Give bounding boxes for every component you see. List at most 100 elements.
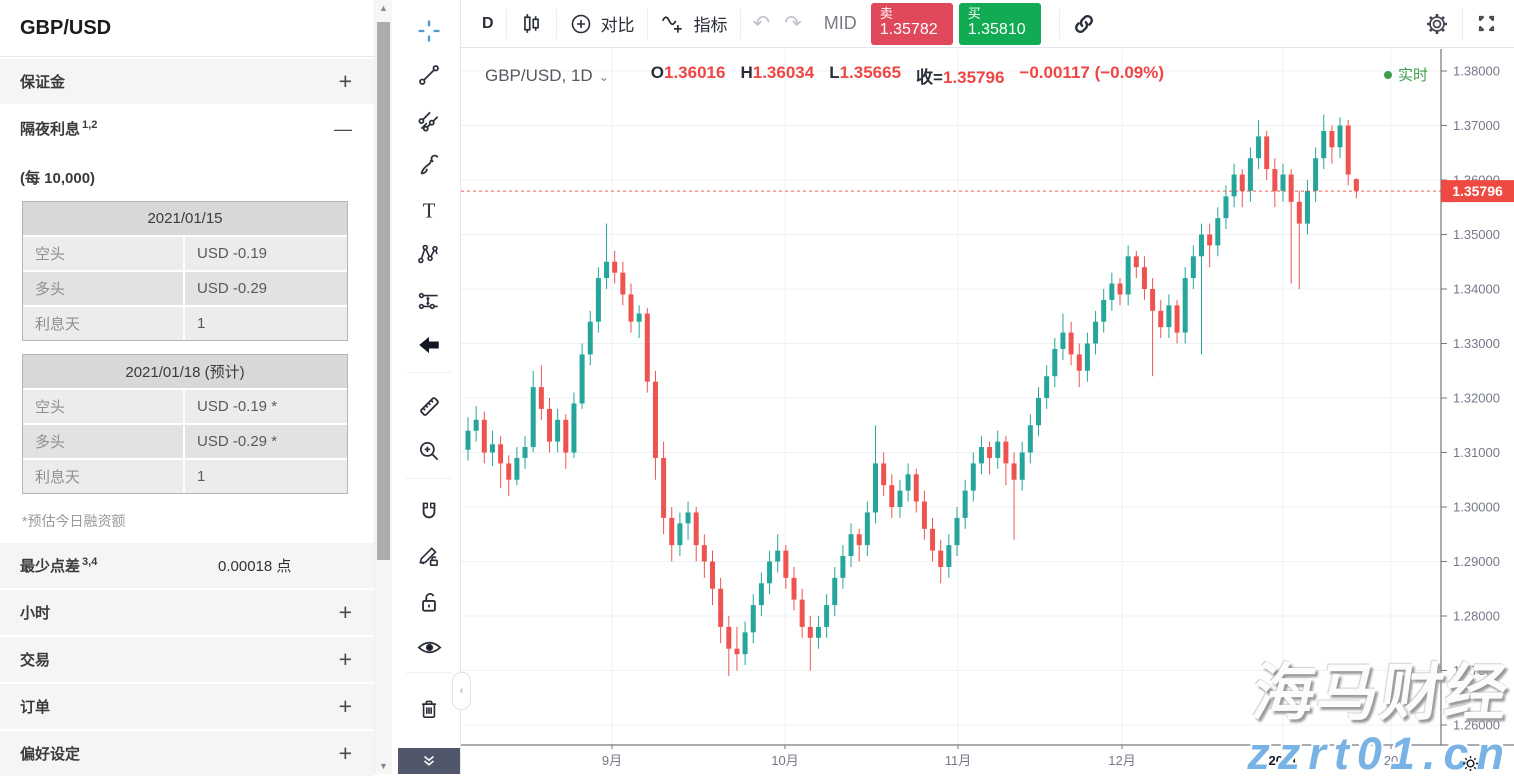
mid-price-mode[interactable]: MID	[823, 13, 857, 33]
legend-close: 收=1.35796	[916, 68, 1005, 87]
redo-button[interactable]: ↷	[784, 12, 802, 35]
table-row: 多头 USD -0.29	[23, 272, 347, 307]
svg-text:1.35000: 1.35000	[1453, 227, 1500, 242]
table-row: 利息天 1	[23, 307, 347, 340]
magnet-tool-icon[interactable]	[410, 493, 448, 531]
svg-text:1.29000: 1.29000	[1453, 554, 1500, 569]
crosshair-tool-icon[interactable]	[410, 12, 448, 50]
drawing-toolbar: T	[398, 0, 461, 774]
lock-all-tool-icon[interactable]	[410, 583, 448, 621]
indicators-button[interactable]: 指标	[660, 11, 728, 37]
svg-text:12月: 12月	[1108, 753, 1135, 768]
expand-icon[interactable]: +	[338, 740, 352, 766]
svg-text:1.26000: 1.26000	[1453, 718, 1500, 733]
svg-text:1.32000: 1.32000	[1453, 391, 1500, 406]
table-row: 空头 USD -0.19 *	[23, 390, 347, 425]
footnote-ref: 3,4	[82, 556, 98, 568]
section-preferences[interactable]: 偏好设定 +	[0, 731, 374, 776]
expand-icon[interactable]: +	[338, 693, 352, 719]
toolbar-separator	[406, 372, 452, 373]
xabcd-pattern-tool-icon[interactable]	[410, 235, 448, 273]
candlestick-chart[interactable]: 1.380001.370001.360001.350001.340001.330…	[461, 49, 1514, 774]
section-margin-label: 保证金	[20, 74, 66, 91]
svg-text:2021: 2021	[1269, 753, 1298, 768]
section-overnight-label: 隔夜利息 1,2	[20, 119, 98, 138]
instrument-title: GBP/USD	[0, 0, 374, 57]
toolbar-divider	[505, 8, 507, 39]
svg-text:1.33000: 1.33000	[1453, 336, 1500, 351]
svg-text:1.35796: 1.35796	[1452, 183, 1503, 199]
buy-button[interactable]: 买 1.35810	[958, 2, 1041, 45]
sidebar-scrollbar[interactable]: ▲ ▼	[374, 0, 392, 774]
scroll-up-icon[interactable]: ▲	[379, 3, 388, 13]
overnight-table-current: 2021/01/15 空头 USD -0.19 多头 USD -0.29 利息天 1	[22, 201, 348, 341]
legend-symbol[interactable]: GBP/USD, 1D	[485, 65, 593, 85]
svg-text:T: T	[423, 201, 436, 223]
section-overnight-interest[interactable]: 隔夜利息 1,2 —	[0, 106, 374, 151]
compare-button[interactable]: 对比	[569, 11, 635, 36]
table-date-header: 2021/01/15	[23, 202, 347, 237]
ruler-tool-icon[interactable]	[410, 387, 448, 425]
sell-button[interactable]: 卖 1.35782	[870, 2, 953, 45]
chevron-down-icon[interactable]: ⌄	[598, 69, 609, 84]
svg-text:1.31000: 1.31000	[1453, 445, 1500, 460]
brush-tool-icon[interactable]	[410, 146, 448, 184]
link-icon[interactable]	[1072, 12, 1096, 36]
expand-icon[interactable]: +	[338, 599, 352, 625]
toolbar-divider	[1058, 8, 1060, 39]
section-trading[interactable]: 交易 +	[0, 637, 374, 682]
svg-text:11月: 11月	[945, 753, 972, 768]
projection-tool-icon[interactable]	[410, 282, 448, 320]
theme-sun-icon[interactable]	[1461, 754, 1480, 773]
instrument-info-sidebar: GBP/USD 保证金 + 隔夜利息 1,2 — (每 10,000) 2021/…	[0, 0, 374, 776]
chart-area[interactable]: 1.38000 1.37000 1.36000 1.35000 1.34000 1.330…	[461, 49, 1514, 779]
text-tool-icon[interactable]: T	[410, 192, 448, 230]
toolbar-divider	[1462, 8, 1463, 39]
table-row: 空头 USD -0.19	[23, 237, 347, 272]
toolbar-separator	[406, 478, 452, 479]
expand-icon[interactable]: +	[338, 646, 352, 672]
hide-drawings-eye-icon[interactable]	[410, 628, 448, 666]
toolbar-divider	[739, 8, 741, 39]
collapse-icon[interactable]: —	[334, 118, 352, 139]
section-margin[interactable]: 保证金 +	[0, 59, 374, 104]
toolbar-divider	[646, 8, 648, 39]
chart-pane: D 对比 指标 ↶ ↷ MID 卖 1.35782 买 1.35810	[461, 0, 1514, 779]
scroll-down-icon[interactable]: ▼	[379, 761, 388, 771]
delete-drawings-trash-icon[interactable]	[410, 690, 448, 728]
arrow-marker-tool-icon[interactable]	[410, 326, 448, 364]
svg-text:1.34000: 1.34000	[1453, 282, 1500, 297]
toolbar-separator	[406, 672, 452, 673]
estimate-footnote: *预估今日融资额	[22, 513, 126, 529]
pitchfork-tool-icon[interactable]	[410, 101, 448, 139]
table-row: 利息天 1	[23, 460, 347, 493]
realtime-status: 实时	[1383, 64, 1428, 85]
svg-text:10月: 10月	[771, 753, 798, 768]
legend-open: O1.36016	[650, 63, 726, 82]
toolbar-divider	[555, 8, 557, 39]
fullscreen-icon[interactable]	[1475, 12, 1498, 35]
min-spread-row: 最少点差 3,4 0.00018 点	[0, 543, 374, 588]
chart-top-toolbar: D 对比 指标 ↶ ↷ MID 卖 1.35782 买 1.35810	[461, 0, 1514, 48]
legend-high: H1.36034	[740, 63, 815, 82]
min-spread-value: 0.00018 点	[218, 558, 292, 575]
settings-gear-icon[interactable]	[1424, 11, 1450, 37]
expand-icon[interactable]: +	[338, 68, 352, 94]
trend-line-tool-icon[interactable]	[410, 56, 448, 94]
chart-style-button[interactable]	[519, 11, 544, 36]
collapse-sidebar-handle[interactable]: ‹	[452, 672, 471, 710]
table-date-header: 2021/01/18 (预计)	[23, 355, 347, 390]
hide-toolbar-button[interactable]	[398, 748, 460, 774]
interval-button[interactable]: D	[482, 14, 494, 32]
svg-text:1.28000: 1.28000	[1453, 609, 1500, 624]
legend-change: −0.00117 (−0.09%)	[1019, 63, 1165, 82]
undo-button[interactable]: ↶	[752, 12, 771, 35]
section-orders[interactable]: 订单 +	[0, 684, 374, 729]
drawing-lock-mode-icon[interactable]	[410, 538, 448, 576]
svg-text:1.30000: 1.30000	[1453, 500, 1500, 515]
section-hours[interactable]: 小时 +	[0, 590, 374, 635]
svg-text:20: 20	[1384, 753, 1398, 768]
scrollbar-thumb[interactable]	[377, 22, 390, 560]
zoom-in-tool-icon[interactable]	[410, 432, 448, 470]
realtime-label: 实时	[1397, 67, 1428, 84]
